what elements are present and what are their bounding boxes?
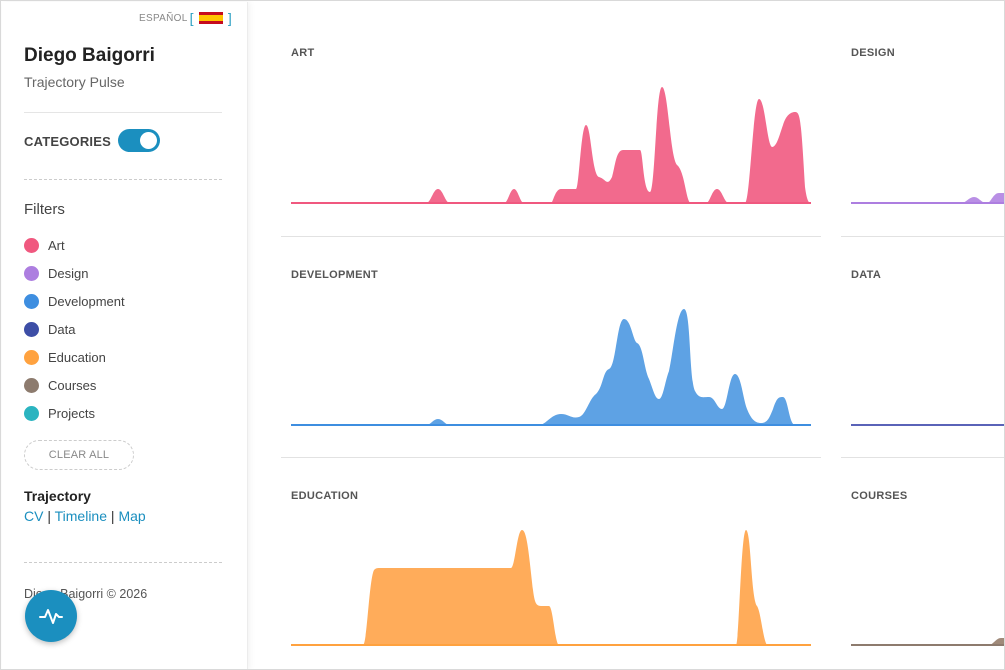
trajectory-links: CV | Timeline | Map xyxy=(24,508,146,524)
courses-color-dot xyxy=(24,377,39,393)
panel-divider xyxy=(281,236,821,237)
panel-title: COURSES xyxy=(851,490,908,502)
clear-all-button[interactable]: CLEAR ALL xyxy=(24,440,134,470)
design-color-dot xyxy=(24,265,39,281)
panel-title: DEVELOPMENT xyxy=(291,269,379,281)
categories-toggle[interactable] xyxy=(118,129,160,152)
profile-name: Diego Baigorri xyxy=(24,45,155,66)
filter-list: Art Design Development Data Education Co… xyxy=(24,231,125,427)
bracket-left: [ xyxy=(189,10,194,26)
panel-education: EDUCATION xyxy=(281,480,821,669)
filter-label: Projects xyxy=(48,405,95,421)
panel-title: EDUCATION xyxy=(291,490,359,502)
pulse-icon xyxy=(39,609,63,624)
filter-item-data[interactable]: Data xyxy=(24,315,125,343)
filter-label: Education xyxy=(48,349,106,365)
panel-design: DESIGN xyxy=(841,37,1004,237)
panel-courses: COURSES xyxy=(841,480,1004,669)
art-pulse-chart xyxy=(291,87,811,204)
design-pulse-chart xyxy=(851,193,1004,204)
panel-data: DATA xyxy=(841,259,1004,459)
timeline-link[interactable]: Timeline xyxy=(54,508,108,524)
courses-area xyxy=(851,638,1004,645)
divider-dashed xyxy=(24,179,222,180)
filters-title: Filters xyxy=(24,201,65,218)
development-color-dot xyxy=(24,293,39,309)
filter-label: Development xyxy=(48,293,125,309)
filter-label: Courses xyxy=(48,377,97,393)
language-switcher[interactable]: ESPAÑOL [ ] xyxy=(139,10,234,26)
panel-title: DESIGN xyxy=(851,47,895,59)
development-pulse-chart xyxy=(291,309,811,426)
art-area xyxy=(291,87,811,203)
divider xyxy=(24,112,222,113)
development-area xyxy=(291,309,795,425)
bracket-right: ] xyxy=(227,10,233,26)
filter-label: Data xyxy=(48,321,76,337)
data-color-dot xyxy=(24,321,39,337)
projects-color-dot xyxy=(24,405,39,421)
art-color-dot xyxy=(24,237,39,253)
filter-label: Art xyxy=(48,237,65,253)
filter-item-courses[interactable]: Courses xyxy=(24,371,125,399)
filter-item-development[interactable]: Development xyxy=(24,287,125,315)
filter-item-art[interactable]: Art xyxy=(24,231,125,259)
panel-divider xyxy=(841,236,1004,237)
design-area xyxy=(851,193,1004,203)
divider-dashed xyxy=(24,562,222,563)
education-pulse-chart xyxy=(291,530,811,646)
education-area xyxy=(291,530,767,645)
filter-item-projects[interactable]: Projects xyxy=(24,399,125,427)
app-subtitle: Trajectory Pulse xyxy=(24,74,125,90)
language-label: ESPAÑOL xyxy=(139,12,188,24)
filter-label: Design xyxy=(48,265,89,281)
panel-title: ART xyxy=(291,47,315,59)
trajectory-title: Trajectory xyxy=(24,488,91,504)
courses-pulse-chart xyxy=(851,638,1004,646)
filter-item-education[interactable]: Education xyxy=(24,343,125,371)
filter-item-design[interactable]: Design xyxy=(24,259,125,287)
link-separator: | xyxy=(47,508,51,524)
data-pulse-chart xyxy=(851,424,1004,426)
panel-divider xyxy=(841,457,1004,458)
categories-label: CATEGORIES xyxy=(24,134,111,149)
panel-development: DEVELOPMENT xyxy=(281,259,821,459)
panel-title: DATA xyxy=(851,269,882,281)
toggle-knob xyxy=(140,132,157,149)
pulse-fab-button[interactable] xyxy=(25,590,77,642)
panel-divider xyxy=(281,457,821,458)
education-color-dot xyxy=(24,349,39,365)
panel-art: ART xyxy=(281,37,821,237)
link-separator: | xyxy=(110,508,115,524)
sidebar: ESPAÑOL [ ] Diego Baigorri Trajectory Pu… xyxy=(2,2,248,669)
cv-link[interactable]: CV xyxy=(24,508,44,524)
map-link[interactable]: Map xyxy=(118,508,146,524)
spain-flag-icon[interactable] xyxy=(198,12,223,24)
